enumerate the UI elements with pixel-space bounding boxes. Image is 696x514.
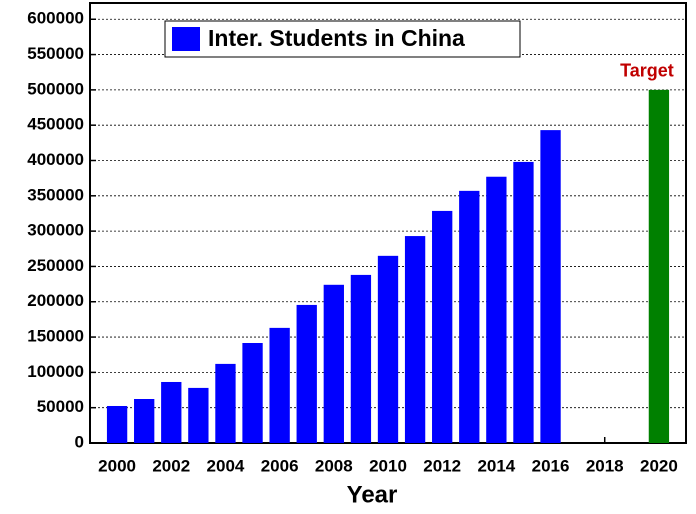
y-tick-label: 50000	[37, 397, 84, 416]
y-tick-label: 550000	[27, 44, 84, 63]
y-tick-label: 500000	[27, 79, 84, 98]
x-tick-label: 2016	[532, 456, 570, 475]
x-tick-label: 2018	[586, 456, 624, 475]
bar	[432, 210, 453, 443]
bar	[459, 190, 480, 443]
bar	[648, 89, 670, 443]
bar	[486, 176, 507, 443]
annotation: Target	[620, 61, 674, 81]
legend-box	[164, 20, 521, 58]
bar	[296, 304, 317, 443]
bar	[513, 161, 534, 443]
bar	[377, 255, 399, 443]
y-tick-label: 150000	[27, 327, 84, 346]
y-tick-label: 200000	[27, 291, 84, 310]
x-tick-label: 2008	[315, 456, 353, 475]
bar	[161, 381, 182, 443]
y-tick-label: 450000	[27, 115, 84, 134]
y-tick-label: 250000	[27, 256, 84, 275]
bar	[269, 327, 290, 443]
x-tick-label: 2020	[640, 456, 678, 475]
bar	[106, 405, 128, 443]
x-tick-label: 2006	[261, 456, 299, 475]
bar	[350, 274, 372, 443]
legend-swatch	[172, 27, 200, 51]
bar	[404, 236, 426, 443]
legend-label: Inter. Students in China	[208, 25, 465, 51]
bar	[242, 342, 263, 443]
x-tick-label: 2014	[477, 456, 515, 475]
x-axis-label: Year	[347, 481, 398, 508]
y-tick-label: 600000	[27, 9, 84, 28]
y-tick-label: 350000	[27, 185, 84, 204]
y-tick-label: 0	[75, 432, 84, 451]
y-tick-label: 400000	[27, 150, 84, 169]
x-tick-label: 2000	[98, 456, 136, 475]
bar	[134, 399, 155, 443]
bar	[188, 387, 209, 443]
x-tick-label: 2012	[423, 456, 461, 475]
bar	[215, 363, 236, 443]
x-tick-label: 2002	[152, 456, 190, 475]
x-tick-label: 2010	[369, 456, 407, 475]
bar	[323, 284, 344, 443]
x-tick-label: 2004	[207, 456, 245, 475]
y-tick-label: 100000	[27, 362, 84, 381]
y-tick-label: 300000	[27, 221, 84, 240]
bar	[540, 130, 561, 443]
